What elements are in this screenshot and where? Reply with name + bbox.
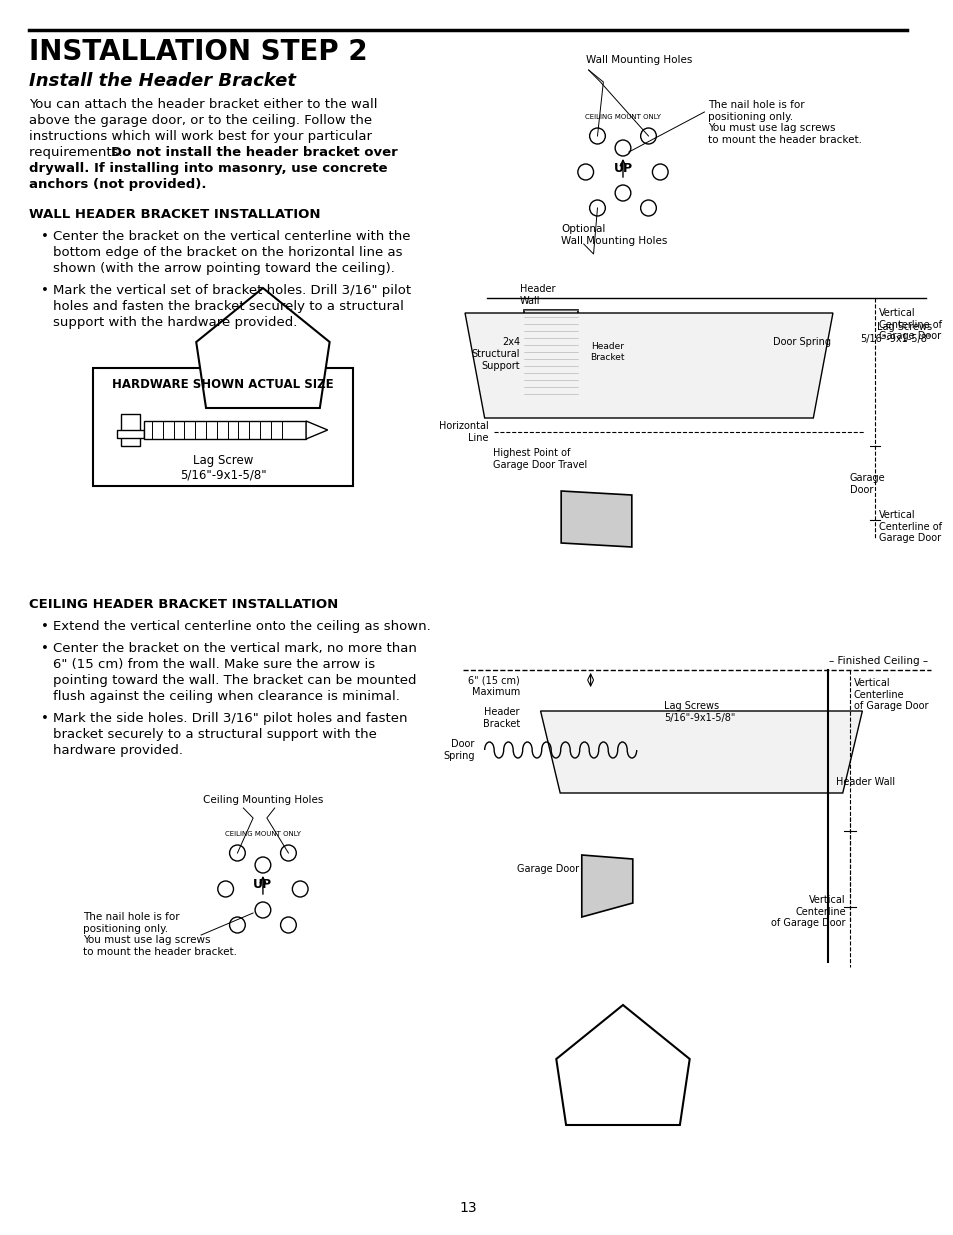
Text: flush against the ceiling when clearance is minimal.: flush against the ceiling when clearance… <box>53 690 399 703</box>
Text: You can attach the header bracket either to the wall: You can attach the header bracket either… <box>30 98 377 111</box>
Text: drywall. If installing into masonry, use concrete: drywall. If installing into masonry, use… <box>30 162 388 175</box>
Text: 2x4
Structural
Support: 2x4 Structural Support <box>471 337 519 370</box>
Text: WALL HEADER BRACKET INSTALLATION: WALL HEADER BRACKET INSTALLATION <box>30 207 320 221</box>
Polygon shape <box>556 1005 689 1125</box>
Text: CEILING MOUNT ONLY: CEILING MOUNT ONLY <box>584 114 660 120</box>
Text: The nail hole is for
positioning only.
You must use lag screws
to mount the head: The nail hole is for positioning only. Y… <box>707 100 862 144</box>
Text: shown (with the arrow pointing toward the ceiling).: shown (with the arrow pointing toward th… <box>53 262 395 275</box>
Text: above the garage door, or to the ceiling. Follow the: above the garage door, or to the ceiling… <box>30 114 373 127</box>
Circle shape <box>578 164 593 180</box>
Text: Vertical
Centerline
of Garage Door: Vertical Centerline of Garage Door <box>853 678 927 711</box>
Polygon shape <box>196 288 330 408</box>
Polygon shape <box>306 421 327 438</box>
Text: Vertical
Centerline of
Garage Door: Vertical Centerline of Garage Door <box>878 308 941 341</box>
Text: – Finished Ceiling –: – Finished Ceiling – <box>828 656 927 666</box>
Text: Vertical
Centerline of
Garage Door: Vertical Centerline of Garage Door <box>878 510 941 543</box>
Circle shape <box>254 857 271 873</box>
Text: instructions which will work best for your particular: instructions which will work best for yo… <box>30 130 372 143</box>
Text: Center the bracket on the vertical mark, no more than: Center the bracket on the vertical mark,… <box>53 642 416 655</box>
Text: Header Wall: Header Wall <box>835 777 894 787</box>
Text: bottom edge of the bracket on the horizontal line as: bottom edge of the bracket on the horizo… <box>53 246 402 259</box>
Text: Garage Door: Garage Door <box>517 864 578 874</box>
Text: Do not install the header bracket over: Do not install the header bracket over <box>111 146 397 159</box>
Text: Install the Header Bracket: Install the Header Bracket <box>30 72 296 90</box>
Circle shape <box>652 164 667 180</box>
Text: Lag Screw
5/16"-9x1-5/8": Lag Screw 5/16"-9x1-5/8" <box>180 454 266 482</box>
Polygon shape <box>464 312 832 417</box>
Text: •: • <box>41 284 49 296</box>
Text: UP: UP <box>613 162 632 174</box>
Text: requirements.: requirements. <box>30 146 127 159</box>
Text: CEILING MOUNT ONLY: CEILING MOUNT ONLY <box>225 831 300 837</box>
Text: hardware provided.: hardware provided. <box>53 743 183 757</box>
Text: •: • <box>41 230 49 243</box>
Bar <box>144 421 306 438</box>
Text: anchors (not provided).: anchors (not provided). <box>30 178 207 191</box>
Text: Ceiling Mounting Holes: Ceiling Mounting Holes <box>203 795 323 805</box>
Circle shape <box>254 902 271 918</box>
Text: Mark the vertical set of bracket holes. Drill 3/16" pilot: Mark the vertical set of bracket holes. … <box>53 284 411 296</box>
Text: Horizontal
Line: Horizontal Line <box>438 421 488 443</box>
Text: Center the bracket on the vertical centerline with the: Center the bracket on the vertical cente… <box>53 230 410 243</box>
Text: CEILING HEADER BRACKET INSTALLATION: CEILING HEADER BRACKET INSTALLATION <box>30 598 338 611</box>
Text: Optional
Wall Mounting Holes: Optional Wall Mounting Holes <box>560 224 667 246</box>
Text: Wall Mounting Holes: Wall Mounting Holes <box>585 56 691 65</box>
Bar <box>120 414 140 446</box>
Bar <box>116 430 144 438</box>
Text: Door Spring: Door Spring <box>772 337 830 347</box>
Circle shape <box>615 185 630 201</box>
Text: Highest Point of
Garage Door Travel: Highest Point of Garage Door Travel <box>492 448 586 469</box>
Text: Header
Bracket: Header Bracket <box>482 708 519 729</box>
Circle shape <box>280 845 296 861</box>
Text: 6" (15 cm) from the wall. Make sure the arrow is: 6" (15 cm) from the wall. Make sure the … <box>53 658 375 671</box>
Circle shape <box>640 128 656 144</box>
Text: The nail hole is for
positioning only.
You must use lag screws
to mount the head: The nail hole is for positioning only. Y… <box>83 911 237 957</box>
Text: 13: 13 <box>458 1200 476 1215</box>
Text: Mark the side holes. Drill 3/16" pilot holes and fasten: Mark the side holes. Drill 3/16" pilot h… <box>53 713 407 725</box>
Text: HARDWARE SHOWN ACTUAL SIZE: HARDWARE SHOWN ACTUAL SIZE <box>112 378 334 391</box>
Text: •: • <box>41 620 49 634</box>
Text: Lag Screws
5/16"-9x1-5/8": Lag Screws 5/16"-9x1-5/8" <box>860 322 931 343</box>
Polygon shape <box>560 492 631 547</box>
Circle shape <box>640 200 656 216</box>
Text: support with the hardware provided.: support with the hardware provided. <box>53 316 297 329</box>
Text: •: • <box>41 713 49 725</box>
Circle shape <box>589 200 605 216</box>
Circle shape <box>230 918 245 932</box>
Circle shape <box>615 140 630 156</box>
Text: pointing toward the wall. The bracket can be mounted: pointing toward the wall. The bracket ca… <box>53 674 416 687</box>
Bar <box>523 310 578 398</box>
Circle shape <box>217 881 233 897</box>
Text: Lag Screws
5/16"-9x1-5/8": Lag Screws 5/16"-9x1-5/8" <box>663 701 735 722</box>
Text: holes and fasten the bracket securely to a structural: holes and fasten the bracket securely to… <box>53 300 403 312</box>
Polygon shape <box>540 711 862 793</box>
Text: Header
Bracket: Header Bracket <box>589 342 624 362</box>
Bar <box>93 368 353 487</box>
Text: INSTALLATION STEP 2: INSTALLATION STEP 2 <box>30 38 368 65</box>
Circle shape <box>230 845 245 861</box>
Text: •: • <box>41 642 49 655</box>
Text: Garage
Door: Garage Door <box>849 473 884 495</box>
Text: Door
Spring: Door Spring <box>443 740 475 761</box>
Text: bracket securely to a structural support with the: bracket securely to a structural support… <box>53 727 376 741</box>
Circle shape <box>292 881 308 897</box>
Text: Vertical
Centerline
of Garage Door: Vertical Centerline of Garage Door <box>770 895 844 929</box>
Circle shape <box>589 128 605 144</box>
Text: UP: UP <box>253 878 273 892</box>
Text: Extend the vertical centerline onto the ceiling as shown.: Extend the vertical centerline onto the … <box>53 620 430 634</box>
Polygon shape <box>581 855 632 918</box>
Text: Header
Wall: Header Wall <box>519 284 555 306</box>
Text: 6" (15 cm)
Maximum: 6" (15 cm) Maximum <box>468 676 519 697</box>
Circle shape <box>280 918 296 932</box>
